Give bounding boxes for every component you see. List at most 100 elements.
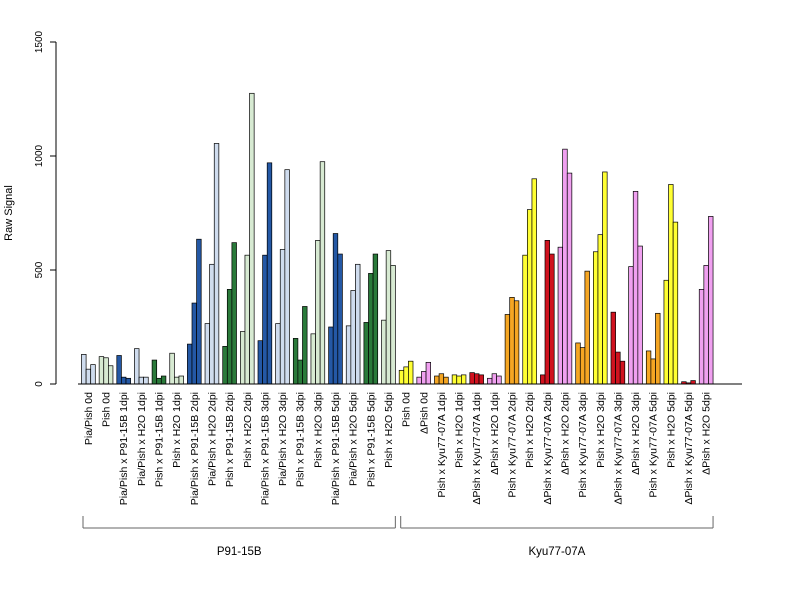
category-label-0: Pia/Pish 0d <box>83 392 95 445</box>
category-label-16: Pish x P91-15B 5dpi <box>365 392 377 487</box>
bar-4-rep-1 <box>151 359 158 385</box>
category-label-9: Pish x H2O 2dpi <box>242 392 254 468</box>
category-label-22: ΔPish x Kyu77-07A 1dpi <box>471 392 483 505</box>
category-label-2: Pia/Pish x P91-15B 1dpi <box>118 392 130 505</box>
bar-31-rep-2 <box>632 190 639 385</box>
bar-2-rep-3 <box>125 377 131 385</box>
bar-1-rep-3 <box>107 365 114 385</box>
bar-28-rep-1 <box>575 342 581 385</box>
category-label-19: ΔPish 0d <box>418 392 430 434</box>
bar-16-rep-2 <box>368 273 374 385</box>
bar-25-rep-3 <box>531 178 537 385</box>
bar-10-rep-2 <box>262 254 268 385</box>
bar-21-rep-3 <box>461 374 467 385</box>
bar-29-rep-3 <box>602 171 608 385</box>
bar-4-rep-3 <box>160 375 167 385</box>
bar-21-rep-2 <box>456 375 462 385</box>
bar-25-rep-2 <box>526 209 533 385</box>
category-label-29: Pish x H2O 3dpi <box>595 392 607 468</box>
bar-10-rep-3 <box>266 162 273 385</box>
category-label-12: Pish x P91-15B 3dpi <box>295 392 307 487</box>
bar-22-rep-3 <box>478 374 484 385</box>
bar-31-rep-1 <box>628 266 634 385</box>
bar-4-rep-2 <box>156 377 162 385</box>
bar-2-rep-1 <box>116 355 122 385</box>
bar-17-rep-2 <box>385 250 392 385</box>
bar-10-rep-1 <box>257 340 263 385</box>
category-labels: Pia/Pish 0d Pish 0d Pia/Pish x P91-15B 1dp… <box>83 392 713 505</box>
bar-35-rep-1 <box>698 289 705 385</box>
bar-26-rep-3 <box>549 253 555 385</box>
bar-22-rep-2 <box>474 373 480 385</box>
category-label-27: ΔPish x H2O 2dpi <box>559 392 571 475</box>
bar-16-rep-1 <box>363 322 369 385</box>
category-label-30: ΔPish x Kyu77-07A 3dpi <box>612 392 624 505</box>
bar-18-rep-1 <box>398 369 405 385</box>
category-label-11: Pia/Pish x H2O 3dpi <box>277 392 289 486</box>
bar-1-rep-2 <box>103 357 109 385</box>
y-tick-label-2: 1000 <box>34 144 45 167</box>
bar-7-rep-3 <box>213 143 220 385</box>
bar-20-rep-1 <box>434 375 440 385</box>
bar-30-rep-1 <box>610 311 616 385</box>
category-label-4: Pish x P91-15B 1dpi <box>154 392 166 487</box>
bar-15-rep-1 <box>345 325 352 385</box>
bar-8-rep-3 <box>231 242 237 385</box>
bar-26-rep-1 <box>540 374 546 385</box>
category-label-13: Pish x H2O 3dpi <box>312 392 324 468</box>
bar-2-rep-2 <box>121 376 127 385</box>
bar-33-rep-1 <box>663 279 669 385</box>
category-label-3: Pia/Pish x H2O 1dpi <box>136 392 148 486</box>
bar-9-rep-1 <box>240 331 246 385</box>
y-tick-label-3: 1500 <box>34 30 45 53</box>
category-label-20: Pish x Kyu77-07A 1dpi <box>436 392 448 498</box>
bar-25-rep-1 <box>522 254 528 385</box>
bar-5-rep-1 <box>169 352 175 385</box>
bar-3-rep-1 <box>134 348 140 385</box>
bar-19-rep-2 <box>421 371 427 385</box>
bar-7-rep-1 <box>204 323 211 385</box>
bar-30-rep-2 <box>615 351 621 385</box>
bar-33-rep-3 <box>672 221 679 385</box>
bar-29-rep-1 <box>592 251 599 385</box>
bar-26-rep-2 <box>544 240 550 385</box>
bar-16-rep-3 <box>372 253 379 385</box>
bar-8-rep-2 <box>226 289 233 385</box>
category-label-6: Pia/Pish x P91-15B 2dpi <box>189 392 201 505</box>
category-label-34: ΔPish x Kyu77-07A 5dpi <box>683 392 695 505</box>
bar-28-rep-2 <box>579 347 586 385</box>
bar-13-rep-3 <box>319 161 326 385</box>
bar-17-rep-1 <box>381 319 387 385</box>
category-label-10: Pia/Pish x P91-15B 3dpi <box>259 392 271 505</box>
bar-29-rep-2 <box>597 234 603 385</box>
category-label-24: Pish x Kyu77-07A 2dpi <box>507 392 519 498</box>
bar-0-rep-3 <box>90 364 96 385</box>
category-label-25: Pish x H2O 2dpi <box>524 392 536 468</box>
category-label-7: Pia/Pish x H2O 2dpi <box>206 392 218 486</box>
category-label-28: Pish x Kyu77-07A 3dpi <box>577 392 589 498</box>
y-axis-label: Raw Signal <box>3 185 15 241</box>
group-label-1: Kyu77-07A <box>528 546 585 558</box>
y-tick-label-1: 500 <box>34 261 45 278</box>
bar-5-rep-3 <box>178 375 184 385</box>
bar-24-rep-2 <box>509 297 515 385</box>
bar-32-rep-2 <box>650 358 656 385</box>
bar-31-rep-3 <box>637 245 643 385</box>
bar-23-rep-3 <box>496 375 502 385</box>
group-brackets: P91-15B Kyu77-07A <box>82 516 714 558</box>
bar-18-rep-2 <box>403 366 409 385</box>
bar-11-rep-2 <box>279 249 286 385</box>
category-label-21: Pish x H2O 1dpi <box>454 392 466 468</box>
bars-layer <box>81 92 714 385</box>
bar-6-rep-2 <box>191 302 197 385</box>
bar-9-rep-2 <box>244 254 250 385</box>
bar-18-rep-3 <box>408 360 414 385</box>
category-label-35: ΔPish x H2O 5dpi <box>701 392 713 475</box>
category-label-33: Pish x H2O 5dpi <box>665 392 677 468</box>
category-label-23: ΔPish x H2O 1dpi <box>489 392 501 475</box>
bar-0-rep-1 <box>81 354 87 385</box>
bar-3-rep-3 <box>143 376 149 385</box>
bar-24-rep-3 <box>513 300 520 385</box>
